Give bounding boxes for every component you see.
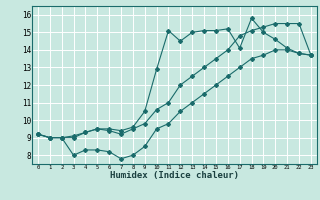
X-axis label: Humidex (Indice chaleur): Humidex (Indice chaleur) xyxy=(110,171,239,180)
